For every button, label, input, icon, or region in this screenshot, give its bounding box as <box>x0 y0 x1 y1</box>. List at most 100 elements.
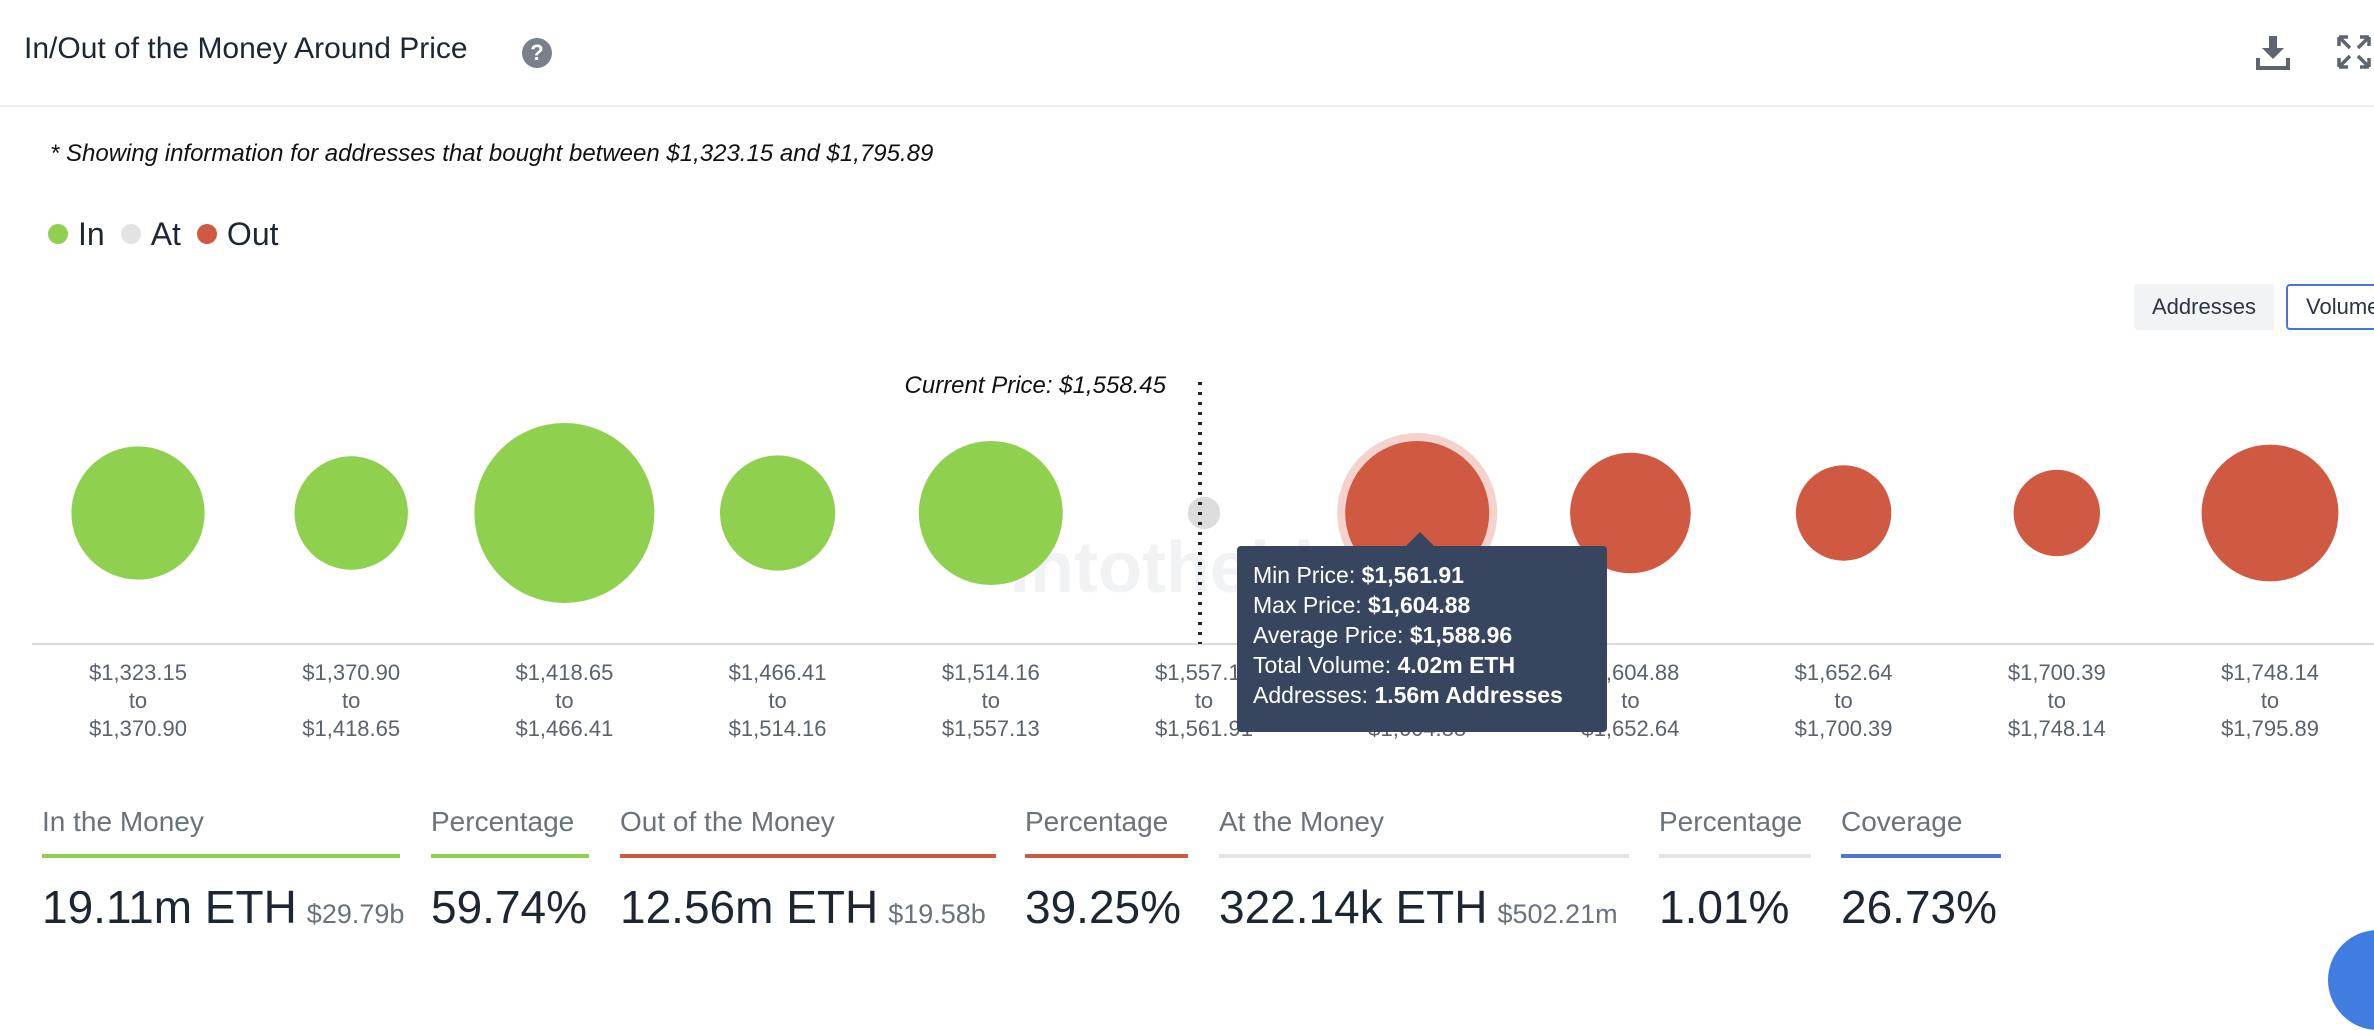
range-note: * Showing information for addresses that… <box>50 140 934 167</box>
legend-dot-in <box>48 224 68 244</box>
tick-label-3-1: to <box>768 688 786 713</box>
stat-out-percentage: Percentage 39.25% <box>1025 806 1188 934</box>
tick-label-9-1: to <box>2048 688 2066 713</box>
bubble-chart: intotheblock$1,323.15to$1,370.90$1,370.9… <box>32 372 2374 741</box>
tick-label-5-0: $1,557.13 <box>1155 660 1253 685</box>
legend-label-in: In <box>78 215 105 252</box>
expand-icon[interactable] <box>2336 34 2372 75</box>
stat-at-pct-value: 1.01% <box>1659 881 1790 933</box>
tick-label-1-2: $1,418.65 <box>302 716 400 741</box>
tooltip-addresses-label: Addresses: <box>1253 682 1369 708</box>
stat-at-pct-label: Percentage <box>1659 806 1803 837</box>
stat-out-pct-label: Percentage <box>1025 806 1169 837</box>
legend-item-in[interactable]: In <box>48 216 105 253</box>
chart-title: In/Out of the Money Around Price <box>24 32 468 65</box>
tooltip-avg-label: Average Price: <box>1253 622 1404 648</box>
bubble-out-10[interactable] <box>2201 444 2339 582</box>
tick-label-5-1: to <box>1195 688 1213 713</box>
bubble-out-7[interactable] <box>1570 452 1691 574</box>
tick-label-5-2: $1,561.91 <box>1155 716 1253 741</box>
tick-label-2-2: $1,466.41 <box>515 716 613 741</box>
bubble-at-5[interactable] <box>1187 496 1221 530</box>
tick-label-8-2: $1,700.39 <box>1795 716 1893 741</box>
stat-out-pct-value: 39.25% <box>1025 881 1182 933</box>
current-price-label: Current Price: $1,558.45 <box>905 372 1167 399</box>
tick-label-2-0: $1,418.65 <box>515 660 613 685</box>
stat-out-pct-bar <box>1025 854 1188 858</box>
stat-coverage-value: 26.73% <box>1841 881 1998 933</box>
tick-label-4-2: $1,557.13 <box>942 716 1040 741</box>
tick-label-1-0: $1,370.90 <box>302 660 400 685</box>
tick-label-4-0: $1,514.16 <box>942 660 1040 685</box>
tick-label-3-2: $1,514.16 <box>729 716 827 741</box>
summary-stats: In the Money 19.11m ETH $29.79b Percentag… <box>0 806 2374 946</box>
tick-label-4-1: to <box>982 688 1000 713</box>
tooltip-volume-label: Total Volume: <box>1253 652 1392 678</box>
download-icon[interactable] <box>2256 34 2290 75</box>
stat-in-percentage: Percentage 59.74% <box>431 806 589 934</box>
tick-label-8-0: $1,652.64 <box>1795 660 1893 685</box>
legend-item-out[interactable]: Out <box>196 215 279 253</box>
tooltip-volume-value: 4.02m ETH <box>1397 652 1516 678</box>
bubble-out-9[interactable] <box>2013 469 2100 557</box>
stat-out-of-the-money: Out of the Money 12.56m ETH $19.58b <box>620 806 996 934</box>
legend-dot-out <box>196 224 217 244</box>
stat-at-value: 322.14k ETH <box>1219 881 1488 933</box>
tick-label-10-1: to <box>2261 688 2279 713</box>
stat-out-sub: $19.58b <box>888 899 986 929</box>
tick-label-0-0: $1,323.15 <box>89 660 187 685</box>
bubble-in-4[interactable] <box>918 441 1063 585</box>
stat-in-pct-bar <box>431 854 589 858</box>
bubble-in-2[interactable] <box>474 423 655 603</box>
tick-label-0-2: $1,370.90 <box>89 716 187 741</box>
legend-dot-at <box>120 224 141 244</box>
stat-coverage-bar <box>1841 854 2001 858</box>
stat-in-pct-label: Percentage <box>431 806 575 837</box>
tick-label-9-2: $1,748.14 <box>2008 716 2106 741</box>
stat-at-percentage: Percentage 1.01% <box>1659 806 1811 934</box>
stat-at-label: At the Money <box>1219 806 1384 837</box>
stat-in-sub: $29.79b <box>306 899 405 929</box>
tick-label-10-0: $1,748.14 <box>2221 660 2319 685</box>
legend-label-out: Out <box>226 215 279 252</box>
tooltip-min-label: Min Price: <box>1253 562 1356 588</box>
tooltip-max-value: $1,604.88 <box>1368 592 1471 618</box>
stat-in-value: 19.11m ETH <box>42 881 297 933</box>
bubble-in-3[interactable] <box>720 455 836 571</box>
help-icon[interactable]: ? <box>522 38 552 68</box>
stat-at-sub: $502.21m <box>1497 899 1618 929</box>
tick-label-0-1: to <box>129 688 147 713</box>
volume-toggle-button[interactable]: Volume <box>2286 284 2374 330</box>
bubble-in-0[interactable] <box>71 446 205 580</box>
tick-label-3-0: $1,466.41 <box>729 660 827 685</box>
tick-label-7-1: to <box>1621 688 1639 713</box>
tooltip-arrow <box>1406 532 1434 546</box>
tick-label-2-1: to <box>555 688 573 713</box>
bubble-in-1[interactable] <box>294 456 408 570</box>
tooltip-min-value: $1,561.91 <box>1361 562 1464 588</box>
bucket-tooltip: Min Price: $1,561.91 Max Price: $1,604.8… <box>1237 546 1607 732</box>
stat-in-label: In the Money <box>42 806 204 837</box>
legend-label-at: At <box>150 215 181 252</box>
stat-out-label: Out of the Money <box>620 806 835 837</box>
tick-label-8-1: to <box>1834 688 1852 713</box>
stat-at-pct-bar <box>1659 854 1811 858</box>
tooltip-avg-value: $1,588.96 <box>1409 622 1513 648</box>
tooltip-addresses-value: 1.56m Addresses <box>1374 682 1563 708</box>
stat-out-bar <box>620 854 996 858</box>
stat-at-bar <box>1219 854 1629 858</box>
stat-in-bar <box>42 854 400 858</box>
chart-legend: In At Out <box>48 214 295 254</box>
legend-item-at[interactable]: At <box>120 215 181 253</box>
stat-out-value: 12.56m ETH <box>620 881 879 933</box>
stat-coverage-label: Coverage <box>1841 806 1963 837</box>
addresses-toggle-button[interactable]: Addresses <box>2134 284 2274 330</box>
stat-coverage: Coverage 26.73% <box>1841 806 2001 934</box>
stat-in-pct-value: 59.74% <box>431 881 588 933</box>
bubble-out-8[interactable] <box>1795 465 1892 561</box>
stat-in-the-money: In the Money 19.11m ETH $29.79b <box>42 806 404 934</box>
stat-at-the-money: At the Money 322.14k ETH $502.21m <box>1219 806 1629 934</box>
tick-label-1-1: to <box>342 688 360 713</box>
tooltip-max-label: Max Price: <box>1253 592 1362 618</box>
chart-header: In/Out of the Money Around Price ? <box>0 0 2374 107</box>
